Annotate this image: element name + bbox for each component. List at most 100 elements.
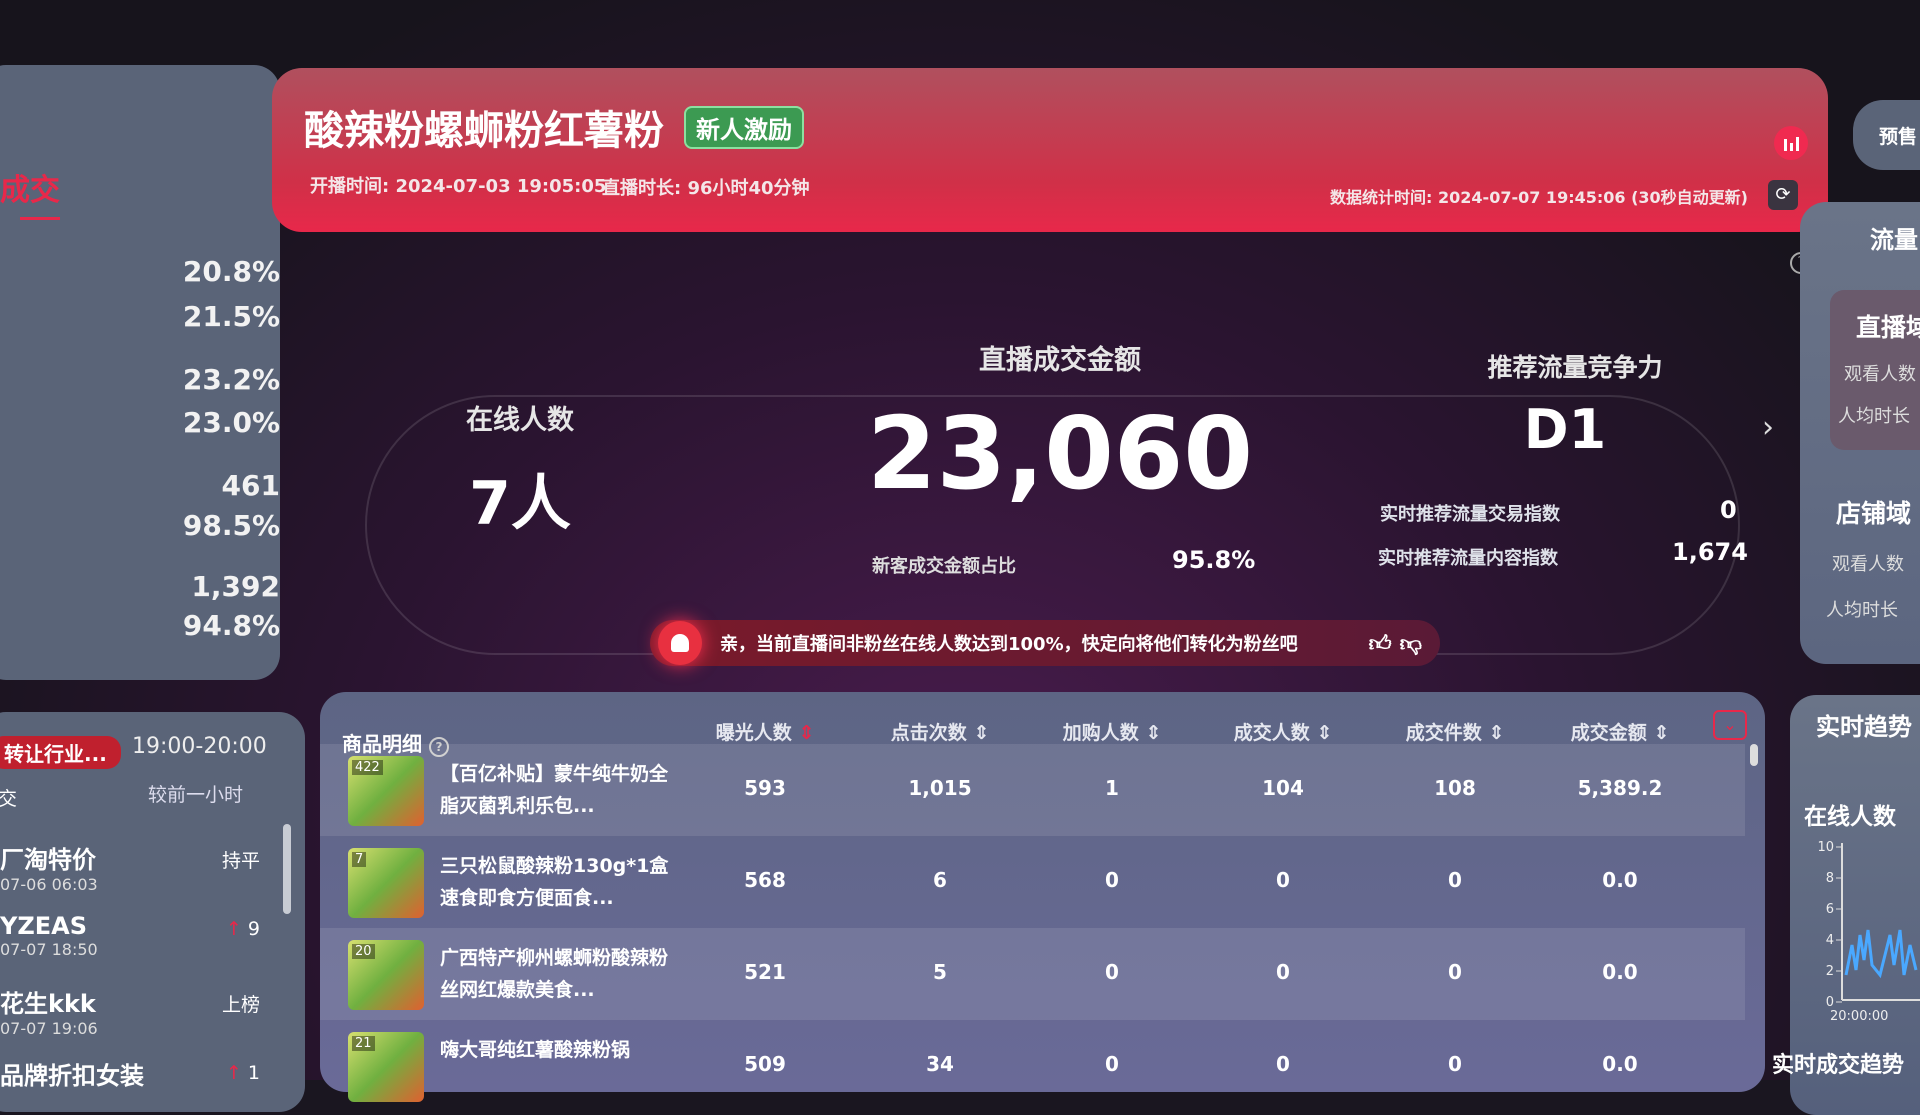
scrollbar[interactable]: [283, 824, 291, 914]
table-row[interactable]: 7 三只松鼠酸辣粉130g*1盒速食即食方便面食... 568 6 0 0 0 0.0: [320, 836, 1745, 928]
column-settings-icon[interactable]: ⌄: [1713, 710, 1747, 740]
rank-item-name: 花生kkk: [0, 990, 96, 1018]
new-ratio-value: 95.8%: [1172, 546, 1256, 574]
column-header[interactable]: 成交金额 ⇕: [1570, 722, 1670, 744]
table-row[interactable]: 21 嗨大哥纯红薯酸辣粉锅 509 34 0 0 0 0.0: [320, 1020, 1745, 1112]
column-header[interactable]: 曝光人数 ⇕: [715, 722, 815, 744]
table-cell: 0: [1276, 1052, 1290, 1076]
shop-domain-card[interactable]: 店铺域 观看人数 人均时长: [1826, 499, 1912, 621]
product-name[interactable]: 【百亿补贴】蒙牛纯牛奶全脂灭菌乳利乐包...: [440, 763, 669, 817]
y-tick: 6: [1826, 902, 1834, 917]
realtime-trend-panel: 实时趋势 在线人数 10 8 6 4 2 0 20:00:00 实时成交趋势: [1772, 695, 1920, 1115]
product-name[interactable]: 嗨大哥纯红薯酸辣粉锅: [440, 1039, 631, 1061]
gmv-label: 直播成交金额: [979, 345, 1141, 376]
table-cell: 0: [1448, 960, 1462, 984]
y-tick: 0: [1826, 995, 1834, 1010]
chart-icon[interactable]: [1774, 126, 1808, 160]
column-label: 交: [0, 788, 18, 810]
compare-label: 较前一小时: [148, 784, 244, 806]
rank-item[interactable]: 花生kkk 07-07 19:06 上榜: [0, 984, 260, 1038]
traffic-title: 流量: [1870, 226, 1918, 254]
column-header[interactable]: 加购人数 ⇕: [1062, 722, 1162, 744]
table-cell: 0: [1276, 960, 1290, 984]
stat-value: 20.8%: [182, 255, 280, 288]
stat-value: 1,392: [191, 570, 280, 603]
online-trend-chart: 10 8 6 4 2 0 20:00:00: [1817, 840, 1920, 1024]
new-ratio-label: 新客成交金额占比: [872, 556, 1016, 577]
table-cell: 0: [1105, 1052, 1119, 1076]
live-domain-card[interactable]: 直播域 观看人数 人均时长: [1830, 290, 1920, 450]
left-rank-panel: 转让行业... 19:00-20:00 交 较前一小时 厂淘特价 07-06 0…: [0, 712, 305, 1112]
table-cell: 0.0: [1602, 960, 1638, 984]
column-header[interactable]: 成交人数 ⇕: [1233, 722, 1333, 744]
rank-item[interactable]: 品牌折扣女装 ↑ 1: [0, 1056, 260, 1091]
content-index-label: 实时推荐流量内容指数: [1378, 548, 1558, 569]
table-cell: 104: [1262, 776, 1304, 800]
x-tick: 20:00:00: [1830, 1009, 1888, 1024]
thumbs-down-icon[interactable]: 👎︎: [1399, 631, 1422, 657]
table-cell: 5: [933, 960, 947, 984]
rec-value: D1: [1523, 398, 1607, 461]
tab-highlight[interactable]: 成交: [0, 173, 60, 208]
table-scrollbar[interactable]: [1750, 744, 1758, 766]
online-label: 在线人数: [466, 405, 574, 436]
sort-icon: ⇕: [1481, 722, 1505, 744]
trade-index-label: 实时推荐流量交易指数: [1380, 504, 1560, 525]
product-thumbnail: 422: [348, 756, 424, 826]
product-rank: 422: [352, 760, 383, 775]
presale-button[interactable]: 预售: [1853, 100, 1920, 170]
stat-value: 94.8%: [182, 609, 280, 642]
thumbs-up-icon[interactable]: 👍︎: [1368, 631, 1392, 657]
refresh-icon[interactable]: ⟳: [1768, 180, 1798, 210]
rank-item[interactable]: 厂淘特价 07-06 06:03 持平: [0, 840, 260, 894]
alert-text: 亲，当前直播间非粉丝在线人数达到100%，快定向将他们转化为粉丝吧: [720, 634, 1298, 655]
rank-item-change: 上榜: [221, 994, 260, 1016]
content-index-value: 1,674: [1672, 538, 1748, 566]
traffic-panel: 流量 直播域 观看人数 人均时长 店铺域 观看人数 人均时长: [1800, 202, 1920, 664]
sort-icon: ⇕: [1646, 722, 1670, 744]
rank-item-time: 07-07 19:06: [0, 1019, 98, 1038]
category-tag[interactable]: 转让行业...: [0, 736, 121, 769]
new-user-badge[interactable]: 新人激励: [684, 106, 804, 149]
sort-icon: ⇕: [966, 722, 990, 744]
table-row[interactable]: 20 广西特产柳州螺蛳粉酸辣粉丝网红爆款美食... 521 5 0 0 0 0.0: [320, 928, 1745, 1020]
table-cell: 108: [1434, 776, 1476, 800]
table-cell: 593: [744, 776, 786, 800]
table-row[interactable]: 422 【百亿补贴】蒙牛纯牛奶全脂灭菌乳利乐包... 593 1,015 1 104 10…: [320, 744, 1745, 836]
rank-item-name: YZEAS: [0, 912, 88, 940]
table-title: 商品明细: [342, 732, 422, 756]
y-tick: 10: [1817, 840, 1834, 855]
column-header[interactable]: 成交件数 ⇕: [1405, 722, 1505, 744]
column-header[interactable]: 点击次数 ⇕: [890, 722, 990, 744]
table-cell: 0: [1276, 868, 1290, 892]
product-name[interactable]: 三只松鼠酸辣粉130g*1盒速食即食方便面食...: [440, 855, 669, 909]
start-time: 开播时间: 2024-07-03 19:05:05: [310, 176, 607, 197]
stat-value: 23.2%: [182, 363, 280, 396]
table-cell: 0: [1448, 868, 1462, 892]
sort-icon: ⇕: [1309, 722, 1333, 744]
duration: 直播时长: 96小时40分钟: [602, 178, 810, 199]
table-cell: 568: [744, 868, 786, 892]
help-icon[interactable]: ?: [428, 737, 449, 757]
product-thumbnail: 21: [348, 1032, 424, 1102]
left-stats-panel: 成交 20.8% 21.5% 23.2% 23.0% 461 98.5% 1,3…: [0, 65, 280, 680]
stat-value: 21.5%: [182, 300, 280, 333]
rank-item-change: 1: [247, 1062, 260, 1084]
rank-item-time: 07-06 06:03: [0, 875, 98, 894]
online-trend-label: 在线人数: [1804, 804, 1896, 830]
bell-icon: [658, 621, 702, 665]
chevron-right-icon[interactable]: ›: [1762, 410, 1774, 445]
product-rank: 20: [352, 944, 375, 959]
rank-item[interactable]: YZEAS 07-07 18:50 ↑ 9: [0, 912, 260, 959]
y-tick: 8: [1826, 871, 1834, 886]
up-arrow-icon: ↑: [225, 1062, 248, 1084]
product-thumbnail: 20: [348, 940, 424, 1010]
table-cell: 521: [744, 960, 786, 984]
trade-index-value: 0: [1720, 496, 1737, 524]
product-name[interactable]: 广西特产柳州螺蛳粉酸辣粉丝网红爆款美食...: [440, 947, 669, 1001]
up-arrow-icon: ↑: [225, 918, 248, 940]
stat-time: 数据统计时间: 2024-07-07 19:45:06 (30秒自动更新): [1330, 188, 1748, 207]
table-cell: 509: [744, 1052, 786, 1076]
table-cell: 5,389.2: [1577, 776, 1663, 800]
rank-item-time: 07-07 18:50: [0, 940, 98, 959]
